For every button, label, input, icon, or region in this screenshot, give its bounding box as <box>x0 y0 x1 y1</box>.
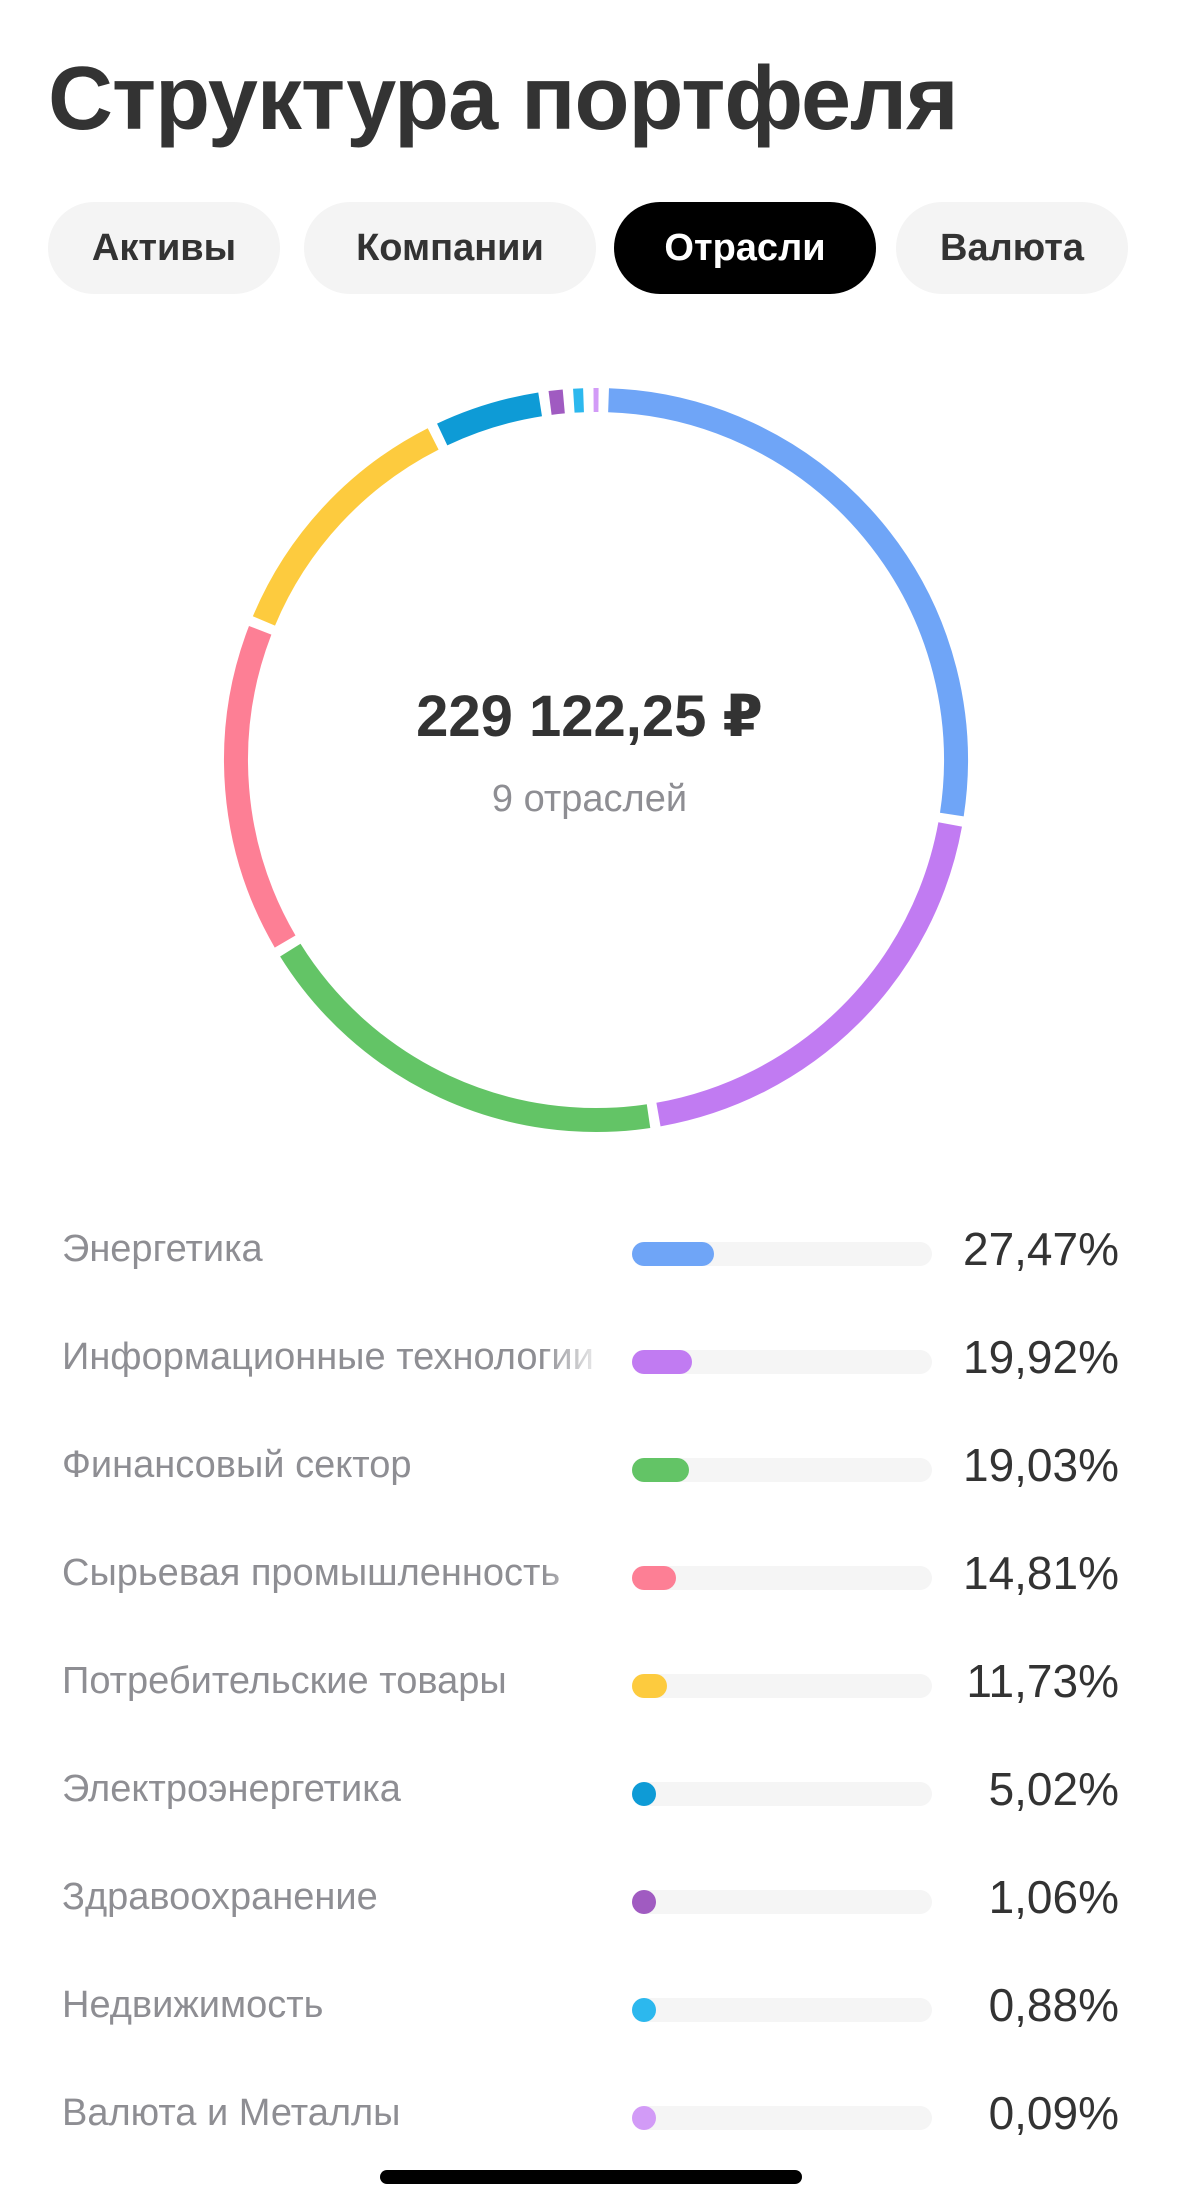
legend-percent: 27,47% <box>962 1223 1119 1275</box>
donut-segment-energy[interactable] <box>608 388 968 817</box>
legend-percent: 19,92% <box>962 1331 1119 1383</box>
tab-assets[interactable]: Активы <box>48 202 280 294</box>
donut-segment-materials[interactable] <box>224 625 296 948</box>
legend-bar-fill <box>632 2106 656 2130</box>
legend-bar-fill <box>632 1890 656 1914</box>
legend-bar-track <box>632 2106 932 2130</box>
industries-count: 9 отраслей <box>491 778 688 820</box>
legend-label: Информационные технологии <box>62 1336 594 1378</box>
legend-row-finance[interactable]: Финансовый сектор 19,03% <box>0 1416 1179 1524</box>
donut-chart[interactable] <box>216 380 976 1140</box>
legend-row-real-estate[interactable]: Недвижимость 0,88% <box>0 1956 1179 2064</box>
legend-percent: 5,02% <box>988 1763 1119 1815</box>
legend-bar-track <box>632 1782 932 1806</box>
legend-label: Валюта и Металлы <box>62 2092 401 2134</box>
donut-segment-it[interactable] <box>656 822 962 1127</box>
tab-currency[interactable]: Валюта <box>896 202 1128 294</box>
legend-row-energy[interactable]: Энергетика 27,47% <box>0 1200 1179 1308</box>
legend-bar-fill <box>632 1350 692 1374</box>
legend-bar-fill <box>632 1566 676 1590</box>
page-title: Структура портфеля <box>48 49 959 149</box>
tab-industries[interactable]: Отрасли <box>614 202 876 294</box>
legend-label: Энергетика <box>62 1228 263 1270</box>
donut-segment-healthcare[interactable] <box>548 389 565 415</box>
legend-bar-track <box>632 1674 932 1698</box>
legend-row-currency-metals[interactable]: Валюта и Металлы 0,09% <box>0 2064 1179 2172</box>
legend-row-healthcare[interactable]: Здравоохранение 1,06% <box>0 1848 1179 1956</box>
legend-bar-fill <box>632 1458 689 1482</box>
portfolio-total: 229 122,25 ₽ <box>416 684 763 749</box>
legend-row-materials[interactable]: Сырьевая промышленность 14,81% <box>0 1524 1179 1632</box>
legend-bar-track <box>632 1242 932 1266</box>
legend-row-consumer-goods[interactable]: Потребительские товары 11,73% <box>0 1632 1179 1740</box>
legend-label: Здравоохранение <box>62 1876 378 1918</box>
legend-label: Финансовый сектор <box>62 1444 412 1486</box>
legend-label: Электроэнергетика <box>62 1768 401 1810</box>
legend-row-utilities[interactable]: Электроэнергетика 5,02% <box>0 1740 1179 1848</box>
legend-bar-track <box>632 1890 932 1914</box>
donut-segment-consumer-goods[interactable] <box>252 428 439 626</box>
tab-companies[interactable]: Компании <box>304 202 596 294</box>
legend-percent: 19,03% <box>962 1439 1119 1491</box>
legend-bar-track <box>632 1350 932 1374</box>
legend-percent: 14,81% <box>962 1547 1119 1599</box>
home-indicator <box>380 2170 802 2184</box>
legend-bar-fill <box>632 1998 656 2022</box>
legend-bar-fill <box>632 1674 667 1698</box>
legend-label: Сырьевая промышленность <box>62 1552 561 1594</box>
legend-bar-track <box>632 1566 932 1590</box>
legend-bar-fill <box>632 1782 656 1806</box>
legend-label: Недвижимость <box>62 1984 324 2026</box>
legend-percent: 1,06% <box>988 1871 1119 1923</box>
donut-segment-finance[interactable] <box>280 943 651 1132</box>
legend-row-it[interactable]: Информационные технологии 19,92% <box>0 1308 1179 1416</box>
legend-percent: 11,73% <box>966 1655 1119 1707</box>
legend-bar-track <box>632 1458 932 1482</box>
legend-percent: 0,88% <box>988 1979 1119 2031</box>
legend-label: Потребительские товары <box>62 1660 507 1702</box>
legend-bar-track <box>632 1998 932 2022</box>
donut-segment-utilities[interactable] <box>437 392 543 446</box>
legend-percent: 0,09% <box>988 2087 1119 2139</box>
legend-bar-fill <box>632 1242 714 1266</box>
